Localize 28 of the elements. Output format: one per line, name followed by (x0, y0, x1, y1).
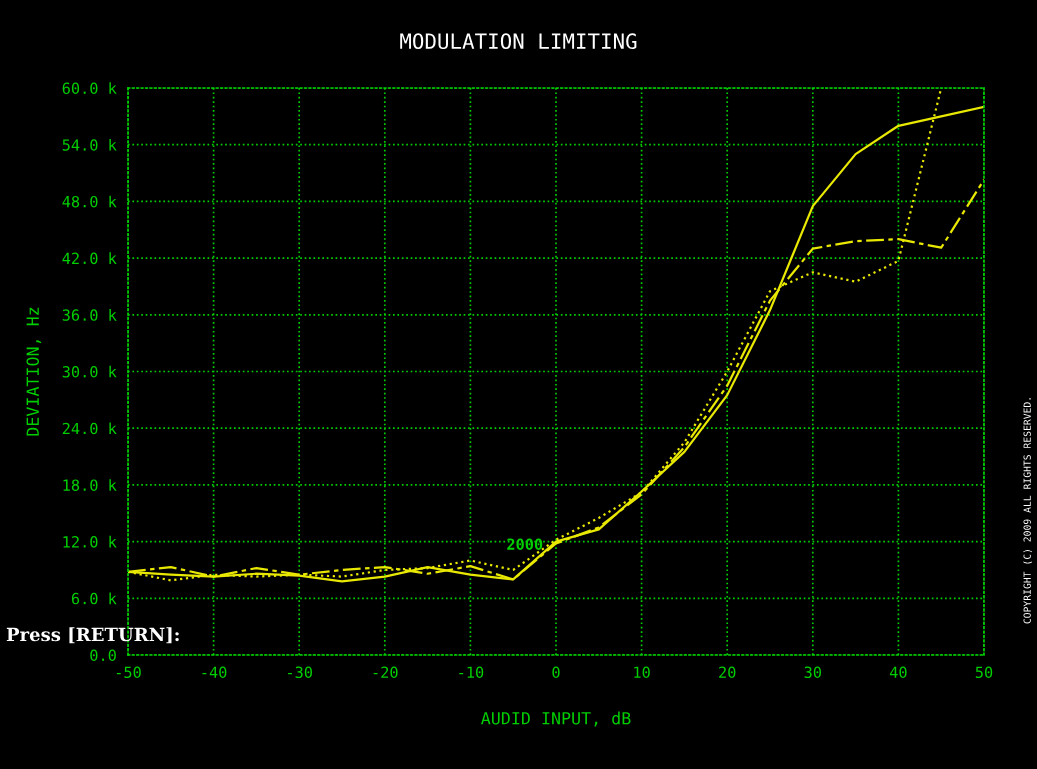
x-tick-label: 50 (975, 666, 993, 679)
y-tick-label: 18.0 k (63, 479, 117, 491)
x-tick-label: 20 (719, 666, 736, 679)
x-tick-label: -20 (373, 666, 398, 679)
x-tick-label: -10 (459, 666, 484, 679)
y-axis-title: DEVIATION, Hz (26, 307, 42, 436)
y-tick-label: 42.0 k (62, 252, 117, 265)
x-tick-label: -40 (202, 666, 227, 679)
x-tick-label: 10 (634, 666, 650, 679)
chart-title: MODULATION LIMITING (400, 33, 637, 50)
annotation: Press [RETURN]: (6, 627, 179, 644)
y-tick-label: 60.0 k (62, 82, 117, 95)
x-tick-label: -30 (288, 666, 313, 679)
x-tick-label: 40 (889, 666, 907, 679)
x-axis-title: AUDID INPUT, dB (481, 711, 631, 727)
text: COPYRIGHT (C) 2009 ALL RIGHTS RESERVED. (1023, 398, 1032, 624)
y-tick-label: 6.0 k (71, 592, 117, 605)
y-tick-label: 48.0 k (62, 195, 117, 208)
x-tick-label: 0 (552, 666, 560, 679)
y-tick-label: 0.0 (90, 649, 116, 662)
y-tick-label: 12.0 k (63, 535, 117, 548)
y-tick-label: 36.0 k (62, 309, 117, 321)
y-tick-label: 24.0 k (62, 422, 117, 435)
y-tick-label: 30.0 k (62, 365, 117, 378)
y-tick-label: 54.0 k (62, 138, 117, 151)
x-tick-label: -50 (116, 666, 141, 679)
x-tick-label: 30 (804, 666, 822, 679)
annotation: 2000 (507, 538, 543, 550)
